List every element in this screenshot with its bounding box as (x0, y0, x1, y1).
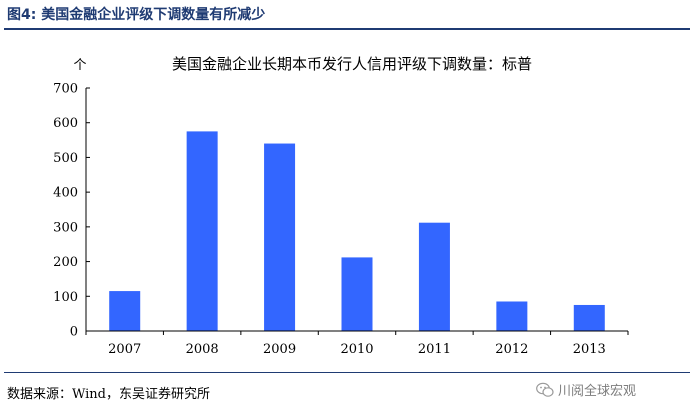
y-tick-label: 0 (70, 325, 78, 340)
y-tick-label: 300 (53, 220, 78, 235)
y-tick-label: 200 (53, 255, 78, 270)
x-tick-label: 2011 (418, 342, 451, 357)
y-tick-label: 100 (53, 290, 78, 305)
bar-2013 (573, 304, 605, 331)
bar-2007 (109, 291, 141, 331)
y-tick-label: 700 (53, 82, 78, 97)
bar-2008 (186, 131, 218, 331)
watermark-text: 川阅全球宏观 (558, 384, 637, 399)
bar-2009 (264, 143, 296, 331)
x-tick-label: 2010 (340, 342, 373, 357)
bar-2012 (496, 301, 528, 331)
x-tick-label: 2012 (495, 342, 528, 357)
x-axis: 2007 2008 2009 2010 2011 2012 2013 (85, 330, 629, 357)
figure-footer: 数据来源：Wind，东吴证券研究所 川阅全球宏观 (0, 372, 690, 409)
x-tick-label: 2007 (108, 342, 141, 357)
figure-label: 图4: (7, 7, 37, 23)
bar-chart: 美国金融企业长期本币发行人信用评级下调数量：标普 个 0 100 200 300 400… (53, 55, 629, 357)
figure-header: 图4: 美国金融企业评级下调数量有所减少 (0, 0, 690, 30)
y-tick-label: 600 (53, 116, 78, 131)
bar-2010 (341, 257, 373, 331)
figure-title: 图4: 美国金融企业评级下调数量有所减少 (7, 4, 265, 24)
x-tick-label: 2009 (263, 342, 296, 357)
bar-2011 (418, 222, 450, 331)
y-tick-label: 400 (53, 186, 78, 201)
y-tick-label: 500 (53, 151, 78, 166)
x-tick-label: 2013 (573, 342, 606, 357)
watermark: 川阅全球宏观 (536, 380, 636, 399)
bars-group (109, 131, 605, 331)
wechat-icon (536, 382, 554, 397)
header-rule (4, 28, 690, 30)
y-axis-unit-label: 个 (73, 58, 86, 73)
y-axis: 0 100 200 300 400 500 600 700 (53, 82, 90, 340)
source-note: 数据来源：Wind，东吴证券研究所 (7, 387, 210, 402)
x-tick-label: 2008 (186, 342, 219, 357)
footer-rule (4, 372, 690, 373)
chart-title: 美国金融企业长期本币发行人信用评级下调数量：标普 (172, 55, 532, 73)
figure-caption: 美国金融企业评级下调数量有所减少 (41, 7, 266, 23)
